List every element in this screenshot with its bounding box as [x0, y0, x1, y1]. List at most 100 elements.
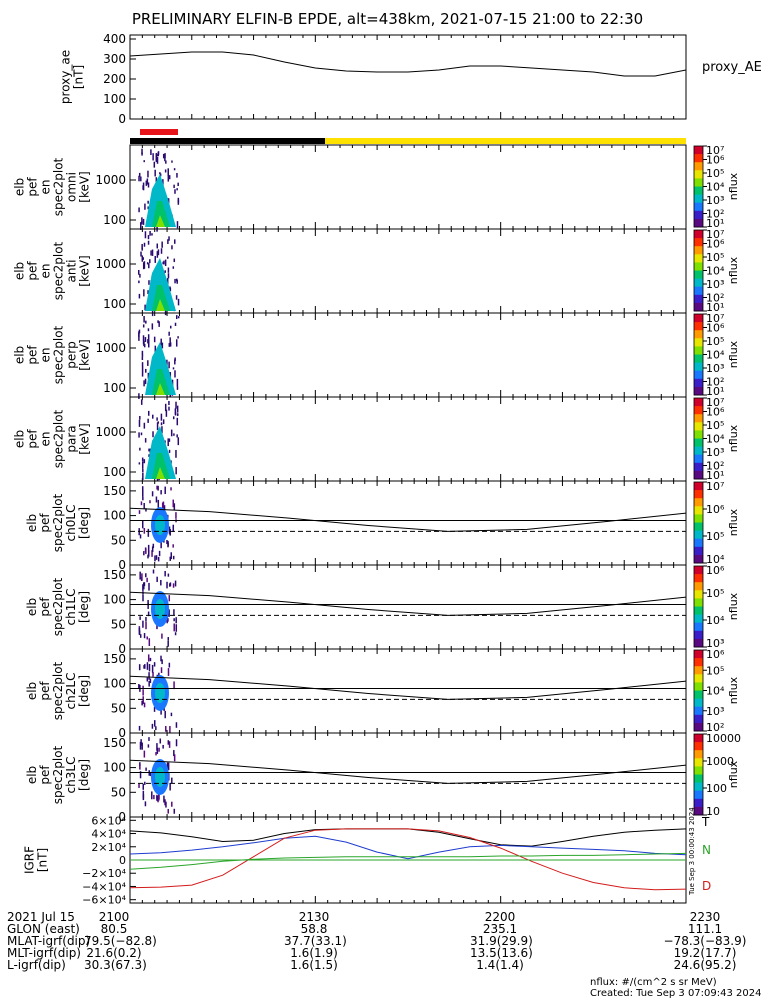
flux-pixel	[157, 556, 160, 562]
y-tick-label: 100	[103, 213, 126, 227]
y-tick-label: −4×10⁴	[82, 880, 126, 893]
colorbar-segment	[694, 758, 703, 767]
flux-pixel	[146, 577, 148, 583]
flux-pixel	[142, 496, 144, 501]
proxy-ae-panel: 400 300 200 100 0 proxy_ae[nT] proxy_AE	[59, 32, 762, 126]
flux-pixel	[173, 258, 176, 263]
flux-pixel	[151, 723, 154, 729]
pa-ylabel: elbpefspec2plotch0LC[deg]	[25, 493, 91, 552]
flux-pixel	[138, 510, 141, 514]
flux-pixel	[161, 342, 164, 349]
y-tick-label: 50	[111, 785, 126, 799]
y-tick-label: 6×10⁴	[91, 814, 126, 827]
colorbar-segment	[694, 454, 703, 464]
flux-pixel	[156, 157, 159, 164]
flux-pixel	[142, 257, 145, 260]
flux-pixel	[148, 672, 150, 680]
y-tick-label: 300	[103, 52, 126, 66]
flux-pixel	[148, 280, 150, 285]
flux-pixel	[145, 617, 147, 622]
colorbar-segment	[694, 482, 703, 491]
flux-pixel	[138, 393, 140, 400]
igrf-line-1	[129, 835, 687, 860]
flux-pixel	[165, 725, 167, 732]
flux-pixel	[141, 373, 144, 377]
flux-pixel	[148, 638, 151, 647]
flux-pixel	[138, 432, 140, 438]
flux-pixel	[158, 478, 160, 481]
shadow-black-bar	[130, 138, 325, 144]
flux-pixel	[143, 750, 146, 758]
colorbar-frame	[693, 565, 704, 648]
flux-pixel	[142, 489, 144, 497]
flux-pixel	[143, 528, 146, 534]
flux-pixel	[159, 738, 162, 744]
colorbar-segment	[694, 294, 703, 304]
footer-value: 19.2(17.7)	[673, 946, 737, 960]
colorbar-segment	[694, 714, 703, 724]
flux-pixel	[141, 356, 144, 361]
flux-pixel	[168, 236, 170, 241]
colorbar-tick-label: 10⁷	[706, 480, 724, 493]
flux-pixel	[141, 354, 144, 357]
footer-value: 80.5	[100, 922, 128, 936]
flux-pixel	[147, 328, 150, 332]
flux-pixel	[151, 791, 153, 800]
y-tick-label: 100	[103, 761, 126, 775]
flux-pixel	[166, 581, 168, 589]
y-tick-label: 1000	[95, 341, 126, 355]
flux-pixel	[149, 500, 151, 504]
colorbar-segment	[694, 178, 703, 187]
flux-pixel	[175, 722, 178, 728]
flux-pixel	[172, 499, 174, 508]
flux-pixel	[150, 250, 152, 256]
flux-pixel	[143, 582, 146, 587]
flux-pixel	[151, 550, 153, 557]
flux-pixel	[152, 153, 154, 161]
flux-pixel	[176, 221, 179, 229]
flux-pixel	[142, 696, 144, 705]
flux-pixel	[169, 325, 172, 329]
flux-pixel	[148, 680, 150, 687]
colorbar-segment	[694, 638, 703, 648]
flux-pixel	[176, 405, 179, 413]
flux-pixel	[143, 702, 146, 708]
flux-pixel	[176, 413, 179, 416]
flux-pixel	[139, 763, 141, 770]
colorbar-segment	[694, 622, 703, 632]
flux-pixel	[168, 609, 170, 617]
colorbar-segment	[694, 514, 703, 523]
colorbar-tick-label: 10³	[706, 362, 724, 375]
plot-title: PRELIMINARY ELFIN-B EPDE, alt=438km, 202…	[131, 10, 644, 28]
flux-pixel	[141, 350, 144, 356]
flux-pixel	[167, 542, 169, 547]
colorbar-tick-label: 10⁴	[706, 685, 725, 698]
flux-pixel	[138, 419, 141, 427]
flux-pixel	[156, 576, 158, 583]
flux-pixel	[145, 180, 148, 186]
pa-frame	[129, 480, 687, 566]
flux-pixel	[166, 278, 169, 286]
flux-pixel	[138, 630, 141, 636]
flux-pixel	[139, 571, 141, 580]
spectrogram-data	[138, 231, 180, 317]
flux-pixel	[151, 249, 154, 256]
flux-pixel	[175, 401, 177, 409]
flux-pixel	[174, 632, 177, 636]
colorbar-tick-label: 10⁵	[706, 335, 724, 348]
flux-pixel	[174, 189, 176, 194]
y-tick-label: 50	[111, 617, 126, 631]
colorbar-segment	[694, 230, 703, 239]
flux-pixel	[142, 472, 144, 480]
flux-pixel	[160, 667, 163, 674]
flux-pixel	[158, 321, 160, 327]
flux-pixel	[139, 447, 141, 451]
flux-pixel	[143, 242, 146, 247]
flux-pixel	[176, 386, 179, 390]
colorbar-tick-label: 100	[706, 782, 727, 795]
flux-pixel	[149, 678, 152, 683]
flux-pixel	[138, 725, 141, 731]
flux-pixel	[142, 324, 145, 328]
y-tick-label: −2×10⁴	[82, 867, 126, 880]
igrf-timestamp: Tue Sep 3 00:00:43 2024	[688, 807, 696, 896]
